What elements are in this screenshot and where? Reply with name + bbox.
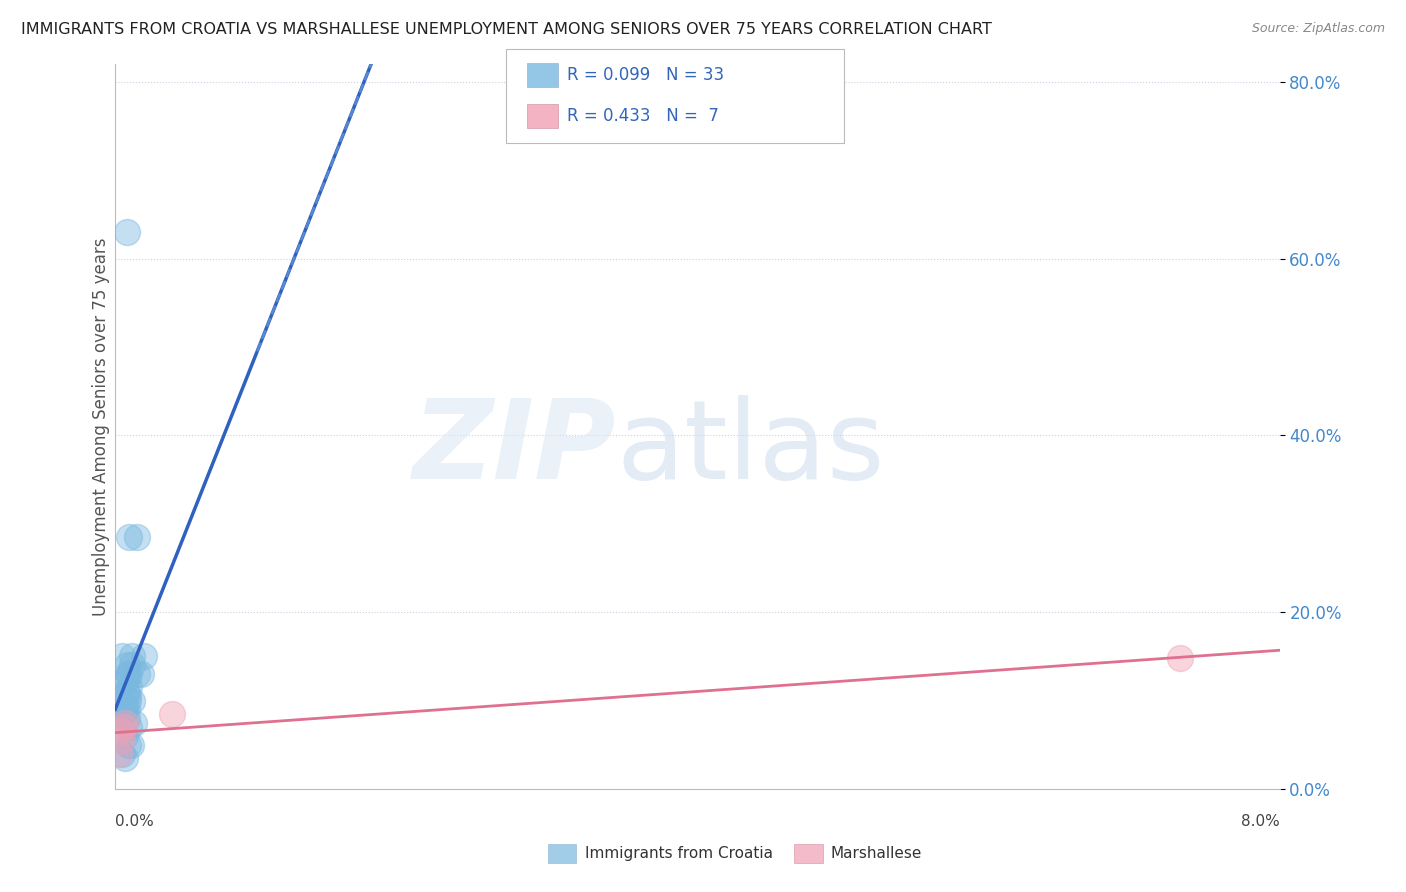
Point — [1168, 651, 1191, 665]
Point — [111, 733, 134, 747]
Point — [114, 689, 136, 703]
Text: atlas: atlas — [616, 395, 884, 501]
Text: Immigrants from Croatia: Immigrants from Croatia — [585, 847, 773, 861]
Point — [111, 702, 134, 716]
Point — [115, 672, 138, 686]
Text: IMMIGRANTS FROM CROATIA VS MARSHALLESE UNEMPLOYMENT AMONG SENIORS OVER 75 YEARS : IMMIGRANTS FROM CROATIA VS MARSHALLESE U… — [21, 22, 993, 37]
Text: R = 0.099   N = 33: R = 0.099 N = 33 — [567, 66, 724, 84]
Y-axis label: Unemployment Among Seniors over 75 years: Unemployment Among Seniors over 75 years — [93, 237, 110, 615]
Point — [121, 658, 143, 673]
Point — [112, 676, 135, 690]
Point — [117, 738, 139, 752]
Text: Marshallese: Marshallese — [831, 847, 922, 861]
Point — [125, 530, 148, 544]
Point — [121, 693, 143, 707]
Point — [114, 715, 136, 730]
Point — [160, 706, 183, 721]
Point — [112, 720, 135, 734]
Point — [118, 667, 141, 681]
Point — [111, 706, 134, 721]
Point — [114, 751, 136, 765]
Point — [132, 649, 155, 664]
Point — [125, 667, 148, 681]
Point — [110, 724, 132, 739]
Point — [114, 729, 136, 743]
Point — [114, 702, 136, 716]
Text: 0.0%: 0.0% — [115, 814, 155, 830]
Point — [118, 720, 141, 734]
Point — [129, 667, 152, 681]
Point — [117, 689, 139, 703]
Point — [115, 658, 138, 673]
Text: 8.0%: 8.0% — [1241, 814, 1279, 830]
Point — [117, 667, 139, 681]
Point — [121, 649, 143, 664]
Point — [122, 715, 145, 730]
Text: ZIP: ZIP — [412, 395, 616, 501]
Point — [111, 747, 134, 761]
Point — [115, 225, 138, 239]
Point — [120, 738, 142, 752]
Text: Source: ZipAtlas.com: Source: ZipAtlas.com — [1251, 22, 1385, 36]
Point — [117, 693, 139, 707]
Point — [112, 702, 135, 716]
Point — [115, 711, 138, 725]
Point — [115, 684, 138, 698]
Point — [118, 530, 141, 544]
Point — [111, 649, 134, 664]
Text: R = 0.433   N =  7: R = 0.433 N = 7 — [567, 107, 718, 125]
Point — [118, 680, 141, 694]
Point — [115, 702, 138, 716]
Point — [108, 747, 131, 761]
